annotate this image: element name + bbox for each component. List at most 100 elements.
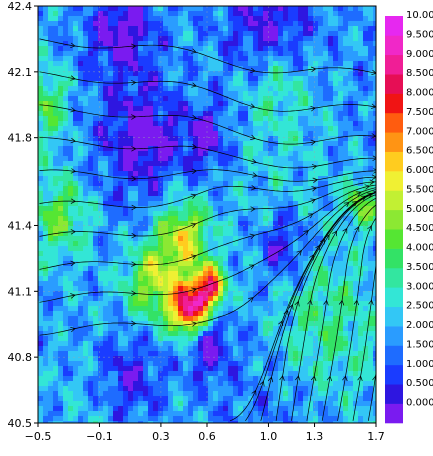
heatmap-cell xyxy=(103,291,109,297)
heatmap-cell xyxy=(43,206,49,212)
heatmap-cell xyxy=(178,221,184,227)
heatmap-cell xyxy=(68,161,74,167)
heatmap-cell xyxy=(333,131,339,137)
heatmap-cell xyxy=(118,336,124,342)
heatmap-cell xyxy=(123,211,129,217)
heatmap-cell xyxy=(213,151,219,157)
heatmap-cell xyxy=(268,121,274,127)
heatmap-cell xyxy=(298,151,304,157)
heatmap-cell xyxy=(193,16,199,22)
heatmap-cell xyxy=(253,356,259,362)
heatmap-cell xyxy=(93,281,99,287)
heatmap-cell xyxy=(178,96,184,102)
heatmap-cell xyxy=(203,336,209,342)
heatmap-cell xyxy=(243,276,249,282)
heatmap-cell xyxy=(348,16,354,22)
heatmap-cell xyxy=(268,351,274,357)
heatmap-cell xyxy=(93,161,99,167)
heatmap-cell xyxy=(258,326,264,332)
heatmap-cell xyxy=(53,326,59,332)
heatmap-cell xyxy=(283,136,289,142)
heatmap-cell xyxy=(63,326,69,332)
heatmap-cell xyxy=(43,176,49,182)
heatmap-cell xyxy=(363,186,369,192)
heatmap-cell xyxy=(263,46,269,52)
heatmap-cell xyxy=(168,91,174,97)
heatmap-cell xyxy=(128,26,134,32)
heatmap-cell xyxy=(348,276,354,282)
heatmap-cell xyxy=(83,36,89,42)
heatmap-cell xyxy=(343,56,349,62)
heatmap-cell xyxy=(353,16,359,22)
heatmap-cell xyxy=(353,11,359,17)
heatmap-cell xyxy=(168,16,174,22)
heatmap-cell xyxy=(283,106,289,112)
heatmap-cell xyxy=(283,316,289,322)
heatmap-cell xyxy=(108,51,114,57)
heatmap-cell xyxy=(178,126,184,132)
heatmap-cell xyxy=(363,111,369,117)
heatmap-cell xyxy=(168,51,174,57)
heatmap-cell xyxy=(48,46,54,52)
heatmap-cell xyxy=(118,86,124,92)
heatmap-cell xyxy=(168,26,174,32)
heatmap-cell xyxy=(233,76,239,82)
heatmap-cell xyxy=(258,51,264,57)
heatmap-cell xyxy=(173,146,179,152)
heatmap-cell xyxy=(208,286,214,292)
heatmap-cell xyxy=(268,196,274,202)
heatmap-cell xyxy=(58,6,64,12)
heatmap-cell xyxy=(48,81,54,87)
heatmap-cell xyxy=(68,281,74,287)
heatmap-cell xyxy=(143,86,149,92)
heatmap-cell xyxy=(88,276,94,282)
heatmap-cell xyxy=(228,6,234,12)
heatmap-cell xyxy=(268,66,274,72)
heatmap-cell xyxy=(53,6,59,12)
heatmap-cell xyxy=(253,6,259,12)
heatmap-cell xyxy=(128,331,134,337)
heatmap-cell xyxy=(143,311,149,317)
heatmap-cell xyxy=(178,201,184,207)
heatmap-cell xyxy=(133,366,139,372)
heatmap-cell xyxy=(233,321,239,327)
heatmap-cell xyxy=(58,11,64,17)
heatmap-cell xyxy=(88,51,94,57)
heatmap-cell xyxy=(173,91,179,97)
heatmap-cell xyxy=(338,56,344,62)
heatmap-cell xyxy=(203,256,209,262)
heatmap-cell xyxy=(113,271,119,277)
heatmap-cell xyxy=(78,296,84,302)
heatmap-cell xyxy=(323,86,329,92)
heatmap-cell xyxy=(78,31,84,37)
heatmap-cell xyxy=(268,101,274,107)
heatmap-cell xyxy=(328,101,334,107)
heatmap-cell xyxy=(173,116,179,122)
heatmap-cell xyxy=(88,166,94,172)
heatmap-cell xyxy=(128,336,134,342)
heatmap-cell xyxy=(143,36,149,42)
heatmap-cell xyxy=(338,221,344,227)
heatmap-cell xyxy=(133,356,139,362)
heatmap-cell xyxy=(358,261,364,267)
heatmap-cell xyxy=(268,291,274,297)
heatmap-cell xyxy=(188,46,194,52)
heatmap-cell xyxy=(58,26,64,32)
heatmap-cell xyxy=(343,11,349,17)
heatmap-cell xyxy=(298,286,304,292)
heatmap-cell xyxy=(118,16,124,22)
heatmap-cell xyxy=(358,361,364,367)
heatmap-cell xyxy=(138,241,144,247)
heatmap-cell xyxy=(343,181,349,187)
heatmap-cell xyxy=(293,211,299,217)
heatmap-cell xyxy=(193,151,199,157)
heatmap-cell xyxy=(198,156,204,162)
heatmap-cell xyxy=(103,141,109,147)
heatmap-cell xyxy=(273,121,279,127)
heatmap-cell xyxy=(313,121,319,127)
heatmap-cell xyxy=(263,331,269,337)
heatmap-cell xyxy=(98,11,104,17)
heatmap-cell xyxy=(223,66,229,72)
heatmap-cell xyxy=(193,371,199,377)
